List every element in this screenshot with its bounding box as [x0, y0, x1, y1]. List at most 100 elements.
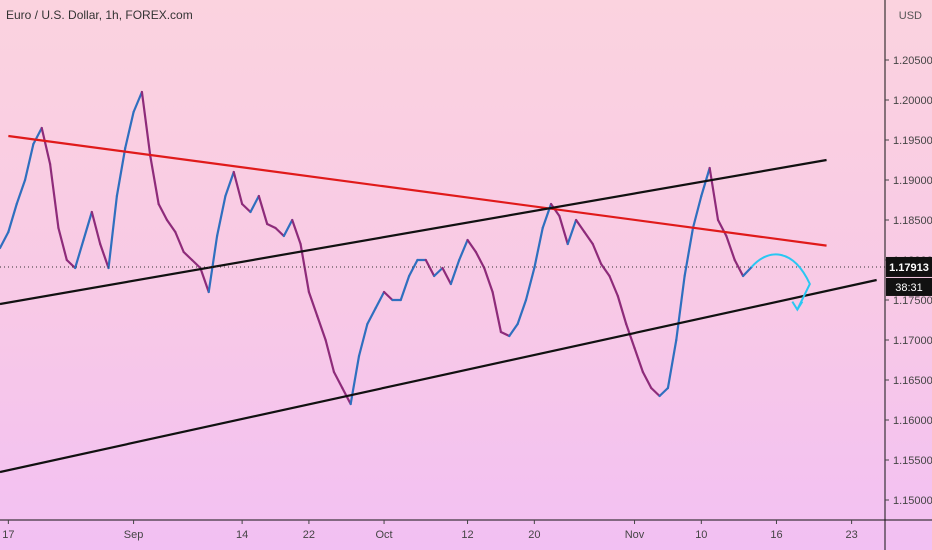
price-segment	[474, 250, 486, 270]
x-tick-label: Nov	[625, 529, 645, 541]
price-segment	[441, 266, 452, 286]
price-segment	[266, 222, 277, 230]
price-segment	[366, 306, 377, 326]
price-segment	[458, 238, 469, 262]
price-segment	[641, 370, 653, 390]
price-segment	[600, 262, 611, 278]
price-segment	[708, 166, 720, 222]
channel-upper-trendline[interactable]	[0, 158, 827, 306]
y-tick-label: 1.17000	[893, 335, 932, 347]
price-segment	[199, 266, 210, 294]
price-segment	[583, 230, 594, 246]
price-segment	[683, 226, 695, 278]
x-tick-label: 16	[770, 529, 782, 541]
y-tick-label: 1.15500	[893, 455, 932, 467]
price-segment	[658, 386, 670, 398]
price-segment	[82, 210, 93, 242]
price-segment	[207, 234, 219, 294]
countdown-text: 38:31	[895, 282, 923, 294]
price-segment	[591, 242, 603, 266]
channel-lower-trendline[interactable]	[0, 278, 877, 474]
y-tick-label: 1.17500	[893, 295, 932, 307]
price-segment	[616, 294, 628, 326]
y-tick-label: 1.18500	[893, 215, 932, 227]
y-tick-label: 1.20000	[893, 95, 932, 107]
price-segment	[491, 290, 503, 334]
price-segment	[574, 218, 586, 234]
price-segment	[165, 218, 177, 234]
price-segment	[424, 258, 436, 278]
price-segment	[274, 226, 285, 238]
price-segment	[324, 338, 336, 374]
price-segment	[382, 290, 394, 302]
projection-arrow[interactable]	[750, 253, 811, 311]
price-segment	[533, 226, 544, 270]
price-segment	[7, 202, 18, 234]
price-segment	[282, 218, 294, 238]
y-tick-label: 1.15000	[893, 495, 932, 507]
price-segment	[566, 218, 578, 246]
price-segment	[332, 370, 344, 390]
price-segment	[157, 202, 169, 222]
price-segment	[132, 90, 144, 114]
price-segment	[249, 194, 260, 214]
price-segment	[716, 218, 728, 238]
price-segment	[666, 338, 678, 390]
price-segment	[241, 202, 252, 214]
countdown-badge	[886, 277, 932, 296]
currency-label: USD	[898, 10, 922, 22]
price-segment	[107, 194, 118, 270]
y-tick-label: 1.16000	[893, 415, 932, 427]
price-segment	[115, 146, 127, 198]
price-segment	[741, 266, 753, 278]
price-segment	[725, 234, 736, 262]
price-segment	[499, 330, 511, 338]
price-segment	[433, 266, 444, 278]
price-segment	[124, 110, 135, 150]
price-segment	[733, 258, 745, 278]
price-segment	[633, 346, 644, 374]
projection-arrowhead	[791, 301, 804, 312]
x-tick-label: 14	[236, 529, 248, 541]
x-tick-label: 17	[2, 529, 14, 541]
price-segment	[57, 226, 68, 262]
price-segment	[316, 314, 327, 342]
price-segment	[48, 162, 60, 230]
price-segment	[149, 154, 160, 206]
price-segment	[408, 258, 419, 278]
price-segment	[74, 238, 85, 270]
x-tick-label: 10	[695, 529, 707, 541]
price-segment	[307, 290, 319, 318]
price-segment	[483, 266, 494, 294]
y-tick-label: 1.16500	[893, 375, 932, 387]
resistance-trendline[interactable]	[8, 134, 827, 247]
x-tick-label: 12	[461, 529, 473, 541]
price-segment	[224, 170, 235, 198]
price-segment	[399, 274, 411, 302]
y-tick-label: 1.19500	[893, 135, 932, 147]
price-segment	[675, 274, 686, 342]
price-segment	[691, 194, 703, 230]
price-segment	[182, 250, 194, 262]
price-segment	[608, 274, 619, 298]
price-segment	[357, 322, 369, 358]
y-tick-label: 1.19000	[893, 175, 932, 187]
x-tick-label: 20	[528, 529, 540, 541]
price-segment	[524, 266, 536, 302]
price-segment	[140, 90, 152, 158]
price-segment	[449, 258, 461, 286]
y-tick-label: 1.20500	[893, 55, 932, 67]
price-segment	[215, 194, 227, 238]
chart-title: Euro / U.S. Dollar, 1h, FOREX.com	[6, 8, 193, 22]
price-segment	[32, 126, 43, 146]
price-segment	[40, 126, 52, 166]
price-segment	[625, 322, 636, 350]
price-segment	[0, 230, 10, 250]
price-segment	[99, 242, 110, 270]
x-tick-label: Oct	[375, 529, 392, 541]
price-segment	[190, 258, 202, 270]
price-segment	[90, 210, 102, 246]
price-segment	[374, 290, 386, 310]
price-segment	[15, 178, 27, 206]
